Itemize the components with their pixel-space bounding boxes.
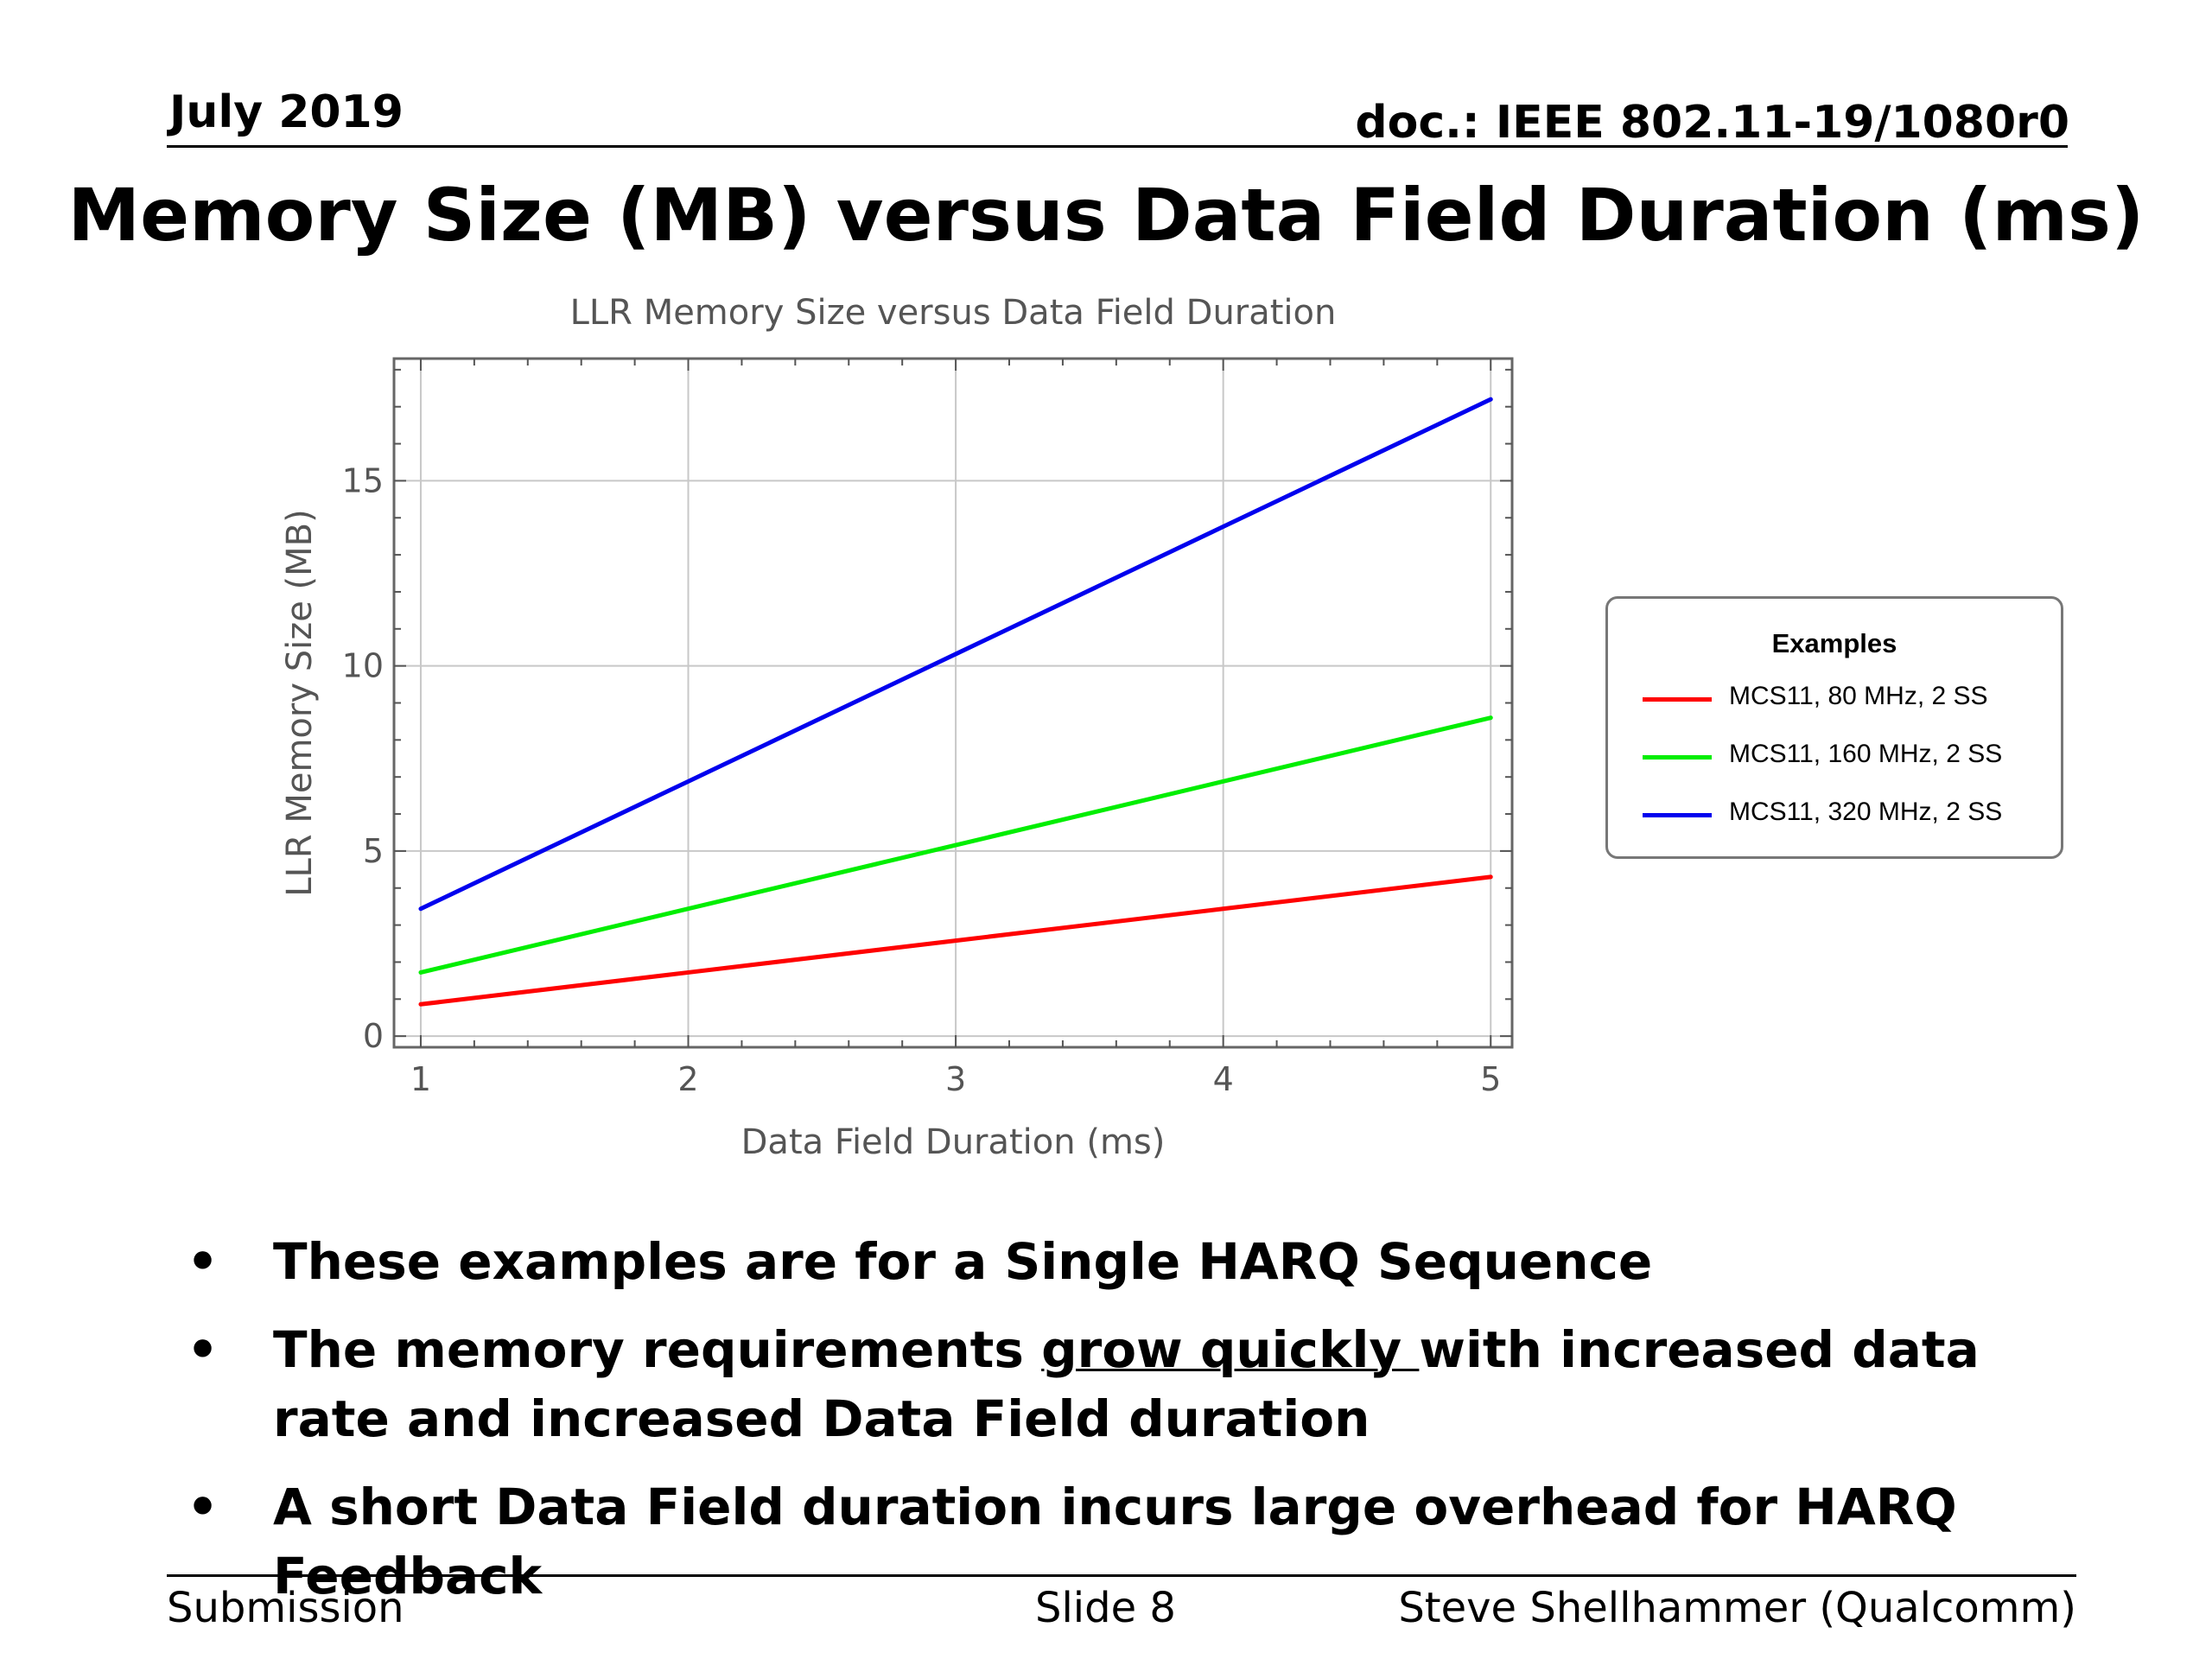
header-doc-id: doc.: IEEE 802.11-19/1080r0 xyxy=(1355,97,2069,149)
series-line-0 xyxy=(418,874,1493,1007)
bullet-marker: • xyxy=(187,1232,219,1291)
y-tick-label: 0 xyxy=(363,1017,384,1055)
bullet-item: • The memory requirements grow quickly w… xyxy=(187,1315,2088,1453)
x-tick-label: 5 xyxy=(1480,1060,1501,1098)
chart-legend: Examples MCS11, 80 MHz, 2 SS MCS11, 160 … xyxy=(1605,596,2063,859)
bullet-list: • These examples are for a Single HARQ S… xyxy=(187,1227,2088,1630)
x-tick-label: 3 xyxy=(945,1060,966,1098)
series-line-2 xyxy=(418,397,1493,912)
header-divider xyxy=(167,145,2068,148)
x-tick-label: 1 xyxy=(410,1060,431,1098)
bullet-text: A short Data Field duration incurs large… xyxy=(273,1478,1957,1605)
bullet-item: • These examples are for a Single HARQ S… xyxy=(187,1227,2088,1296)
legend-swatch-blue xyxy=(1643,813,1712,817)
series-line-1 xyxy=(418,715,1493,975)
legend-label: MCS11, 320 MHz, 2 SS xyxy=(1729,798,2003,826)
bullet-item: • A short Data Field duration incurs lar… xyxy=(187,1472,2088,1611)
footer-slide-number: Slide 8 xyxy=(1035,1584,1176,1632)
plot-frame xyxy=(392,357,1514,1049)
footer-author: Steve Shellhammer (Qualcomm) xyxy=(1398,1584,2076,1632)
y-tick-label: 15 xyxy=(342,461,384,499)
x-tick-label: 4 xyxy=(1213,1060,1234,1098)
chart-title: LLR Memory Size versus Data Field Durati… xyxy=(570,293,1337,333)
y-tick-label: 5 xyxy=(363,832,384,870)
footer-submission: Submission xyxy=(167,1584,404,1632)
bullet-text-pre: The memory requirements xyxy=(273,1320,1042,1379)
bullet-text: These examples are for a Single HARQ Seq… xyxy=(273,1232,1653,1291)
header-date: July 2019 xyxy=(169,86,404,138)
legend-swatch-green xyxy=(1643,755,1712,760)
legend-title: Examples xyxy=(1771,628,1897,658)
bullet-text-post: with increased data rate and increased D… xyxy=(273,1320,1980,1448)
legend-label: MCS11, 80 MHz, 2 SS xyxy=(1729,682,1988,710)
memory-size-chart: 1 2 3 4 5 0 5 10 15 LLR Memory Size versus Data F… xyxy=(280,293,1514,1162)
y-tick-label: 10 xyxy=(342,647,384,685)
legend-label: MCS11, 160 MHz, 2 SS xyxy=(1729,740,2003,768)
legend-swatch-red xyxy=(1643,697,1712,702)
footer-divider xyxy=(167,1574,2076,1577)
y-axis-label: LLR Memory Size (MB) xyxy=(280,509,320,896)
x-axis-label: Data Field Duration (ms) xyxy=(741,1122,1166,1162)
slide-title: Memory Size (MB) versus Data Field Durat… xyxy=(67,173,2145,257)
bullet-text-underlined: grow quickly xyxy=(1041,1320,1420,1379)
bullet-marker: • xyxy=(187,1478,219,1536)
bullet-marker: • xyxy=(187,1320,219,1379)
x-tick-label: 2 xyxy=(677,1060,698,1098)
